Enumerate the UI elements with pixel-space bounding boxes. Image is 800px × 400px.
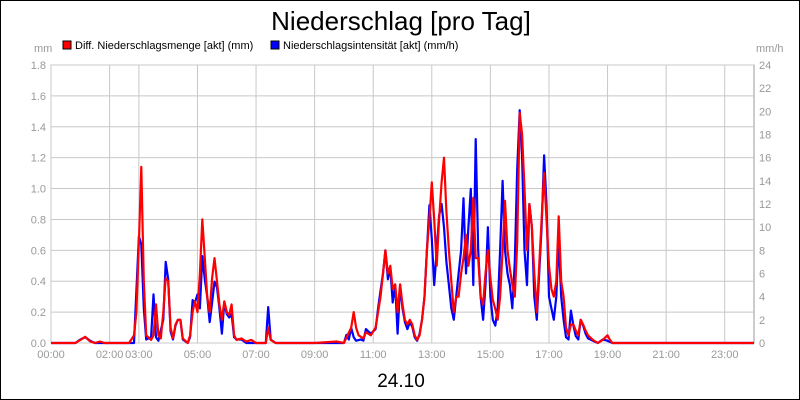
legend-swatch-series-2 — [270, 40, 280, 50]
x-tick-label: 19:00 — [594, 349, 622, 361]
y-right-tick-label: 10 — [759, 222, 771, 234]
y-left-tick-label: 0.6 — [31, 245, 46, 257]
y-left-tick-label: 0.2 — [31, 307, 46, 319]
y-left-tick-label: 0.8 — [31, 214, 46, 226]
legend-label-series-2: Niederschlagsintensität [akt] (mm/h) — [283, 40, 458, 52]
y-right-tick-label: 16 — [759, 153, 771, 165]
y-left-tick-label: 1.0 — [31, 184, 46, 196]
y-right-unit: mm/h — [756, 43, 784, 55]
x-tick-label: 03:00 — [125, 349, 153, 361]
y-right-tick-label: 4 — [759, 292, 765, 304]
x-tick-label: 13:00 — [418, 349, 446, 361]
x-tick-label: 11:00 — [360, 349, 387, 361]
tick-labels: 00:00 02:00 03:00 05:00 07:00 09:00 11:00 13:00… — [31, 60, 772, 361]
x-tick-label: 23:00 — [711, 349, 739, 361]
y-right-tick-label: 24 — [759, 60, 771, 72]
x-tick-label: 07:00 — [242, 349, 270, 361]
legend: Diff. Niederschlagsmenge [akt] (mm) Nied… — [62, 40, 458, 52]
y-left-tick-label: 1.8 — [31, 60, 46, 72]
y-right-tick-label: 20 — [759, 106, 771, 118]
x-tick-label: 09:00 — [301, 349, 329, 361]
y-right-tick-label: 18 — [759, 130, 771, 142]
x-tick-label: 02:00 — [96, 349, 124, 361]
y-left-tick-label: 1.4 — [31, 122, 46, 134]
y-right-tick-label: 0 — [759, 338, 765, 350]
y-left-tick-label: 1.2 — [31, 153, 46, 165]
y-left-tick-label: 0.4 — [31, 276, 46, 288]
y-right-tick-label: 12 — [759, 199, 771, 211]
series-layer — [51, 109, 754, 345]
x-tick-label: 21:00 — [652, 349, 680, 361]
y-right-tick-label: 2 — [759, 315, 765, 327]
y-right-tick-label: 14 — [759, 176, 771, 188]
series-line-niederschlagsmenge — [51, 111, 754, 345]
chart-title: Niederschlag [pro Tag] — [271, 6, 531, 36]
y-right-tick-label: 22 — [759, 83, 771, 95]
y-right-tick-label: 6 — [759, 269, 765, 281]
x-tick-label: 15:00 — [477, 349, 505, 361]
x-tick-label: 17:00 — [535, 349, 563, 361]
y-left-unit: mm — [34, 43, 52, 55]
x-tick-label: 00:00 — [37, 349, 65, 361]
y-left-tick-label: 1.6 — [31, 91, 46, 103]
legend-label-series-1: Diff. Niederschlagsmenge [akt] (mm) — [75, 40, 253, 52]
y-right-tick-label: 8 — [759, 245, 765, 257]
y-left-tick-label: 0.0 — [31, 338, 46, 350]
date-label: 24.10 — [377, 371, 425, 392]
x-tick-label: 05:00 — [184, 349, 212, 361]
grid — [50, 64, 754, 344]
legend-swatch-series-1 — [62, 40, 72, 50]
